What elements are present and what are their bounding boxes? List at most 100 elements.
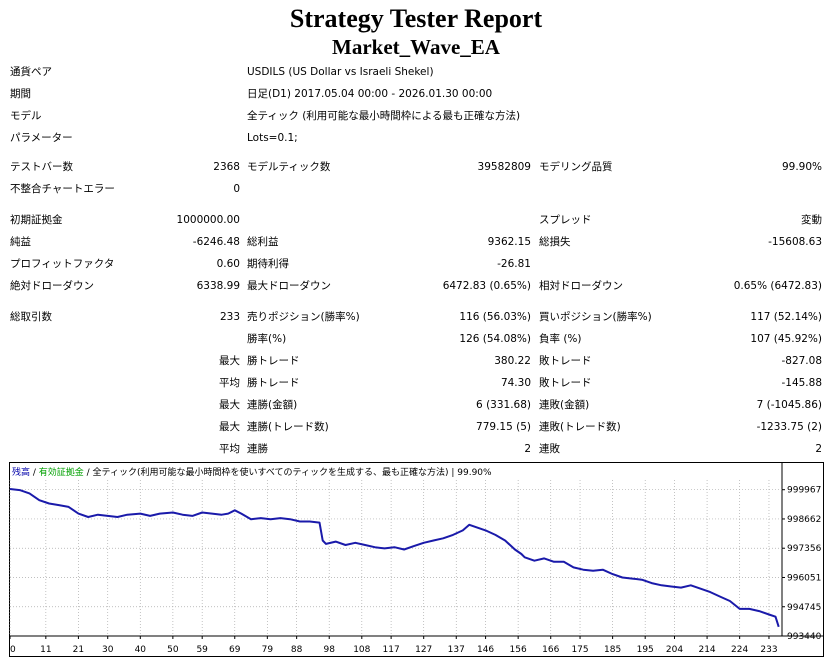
y-tick-label: 996051 (787, 573, 821, 583)
x-tick-label: 195 (637, 645, 654, 655)
x-tick-label: 98 (323, 645, 335, 655)
relative-drawdown-value: 0.65% (6472.83) (733, 280, 822, 292)
gross-profit-value: 9362.15 (487, 236, 531, 248)
long-positions-label: 買いポジション(勝率%) (539, 311, 652, 323)
max-consec-loss-label: 連敗(トレード数) (539, 421, 621, 433)
bars-tested-label: テストバー数 (10, 161, 73, 173)
profit-trades-value: 126 (54.08%) (459, 333, 531, 345)
ticks-modelled-label: モデルティック数 (247, 161, 331, 173)
x-tick-label: 127 (415, 645, 432, 655)
avg-consec-losses-value: 2 (815, 443, 822, 455)
y-tick-label: 993440 (787, 632, 822, 642)
maximal-drawdown-label: 最大ドローダウン (247, 280, 331, 292)
short-positions-value: 116 (56.03%) (459, 311, 531, 323)
absolute-drawdown-label: 絶対ドローダウン (10, 280, 94, 292)
x-tick-label: 166 (542, 645, 559, 655)
largest-profit-value: 380.22 (494, 355, 531, 367)
largest-loss-value: -827.08 (781, 355, 822, 367)
ticks-modelled-value: 39582809 (477, 161, 531, 173)
short-positions-label: 売りポジション(勝率%) (247, 311, 360, 323)
long-positions-value: 117 (52.14%) (750, 311, 822, 323)
max-consec-wins-label: 連勝(金額) (247, 399, 298, 411)
total-trades-value: 233 (219, 311, 240, 323)
initial-deposit-value: 1000000.00 (176, 214, 240, 226)
x-tick-label: 50 (167, 645, 179, 655)
loss-trades-label: 負率 (%) (539, 333, 582, 345)
maximal-drawdown-value: 6472.83 (0.65%) (442, 280, 531, 292)
x-tick-label: 175 (571, 645, 588, 655)
ea-name: Market_Wave_EA (332, 35, 500, 59)
chart-legend: 残高 / 有効証拠金 / 全ティック(利用可能な最小時間枠を使いすべてのティック… (12, 466, 492, 478)
model-label: モデル (10, 110, 42, 122)
net-profit-value: -6246.48 (192, 236, 240, 248)
max-consec-wins-value: 6 (331.68) (476, 399, 531, 411)
max-consec-prefix: 最大 (219, 399, 240, 411)
x-tick-label: 146 (477, 645, 494, 655)
mismatched-errors-label: 不整合チャートエラー (10, 183, 115, 195)
absolute-drawdown-value: 6338.99 (196, 280, 240, 292)
x-tick-label: 69 (229, 645, 241, 655)
period-value: 日足(D1) 2017.05.04 00:00 - 2026.01.30 00:… (247, 88, 493, 100)
profit-factor-value: 0.60 (216, 258, 240, 270)
balance-line (9, 488, 780, 628)
chart-legend-part-0: 残高 (12, 466, 30, 478)
average-loss-label: 敗トレード (539, 377, 592, 389)
balance-chart: 残高 / 有効証拠金 / 全ティック(利用可能な最小時間枠を使いすべてのティック… (9, 462, 824, 657)
x-tick-label: 108 (353, 645, 370, 655)
max-consec-losses-label: 連敗(金額) (539, 399, 590, 411)
largest-loss-label: 敗トレード (539, 355, 592, 367)
x-tick-label: 40 (135, 645, 147, 655)
x-tick-label: 30 (102, 645, 114, 655)
average-prefix: 平均 (219, 377, 240, 389)
gross-loss-label: 総損失 (539, 236, 571, 248)
avg-consec-prefix: 平均 (219, 443, 240, 455)
expected-payoff-label: 期待利得 (247, 258, 289, 270)
profit-trades-label: 勝率(%) (247, 333, 287, 345)
net-profit-label: 純益 (10, 236, 31, 248)
x-tick-label: 214 (698, 645, 715, 655)
initial-deposit-label: 初期証拠金 (10, 214, 63, 226)
avg-consec-losses-label: 連敗 (539, 443, 560, 455)
modelling-quality-label: モデリング品質 (539, 161, 613, 173)
x-tick-label: 11 (40, 645, 51, 655)
x-tick-label: 137 (448, 645, 465, 655)
max-consec-profit-prefix: 最大 (219, 421, 240, 433)
x-tick-label: 224 (731, 645, 748, 655)
largest-prefix: 最大 (219, 355, 240, 367)
x-tick-label: 117 (383, 645, 400, 655)
total-trades-label: 総取引数 (10, 311, 52, 323)
period-label: 期間 (10, 88, 31, 100)
modelling-quality-value: 99.90% (781, 161, 822, 173)
relative-drawdown-label: 相対ドローダウン (539, 280, 623, 292)
average-profit-label: 勝トレード (247, 377, 300, 389)
x-tick-label: 156 (510, 645, 527, 655)
x-tick-label: 88 (291, 645, 303, 655)
y-tick-label: 998662 (787, 515, 821, 525)
profit-factor-label: プロフィットファクタ (10, 258, 115, 270)
y-tick-label: 997356 (787, 544, 822, 554)
max-consec-profit-label: 連勝(トレード数) (247, 421, 329, 433)
x-tick-label: 59 (196, 645, 208, 655)
symbol-value: USDILS (US Dollar vs Israeli Shekel) (247, 66, 434, 78)
chart-legend-part-2: 有効証拠金 (39, 466, 84, 478)
avg-consec-wins-value: 2 (524, 443, 531, 455)
parameters-label: パラメーター (10, 132, 73, 144)
largest-profit-label: 勝トレード (247, 355, 300, 367)
max-consec-loss-value: -1233.75 (2) (756, 421, 822, 433)
bars-tested-value: 2368 (213, 161, 240, 173)
x-tick-label: 233 (760, 645, 777, 655)
spread-value: 変動 (801, 214, 822, 226)
chart-legend-part-1: / (30, 468, 39, 478)
avg-consec-wins-label: 連勝 (247, 443, 268, 455)
x-tick-label: 79 (262, 645, 274, 655)
symbol-label: 通貨ペア (10, 66, 52, 78)
max-consec-profit-value: 779.15 (5) (476, 421, 531, 433)
gross-loss-value: -15608.63 (768, 236, 822, 248)
max-consec-losses-value: 7 (-1045.86) (756, 399, 822, 411)
chart-frame (9, 462, 824, 657)
loss-trades-value: 107 (45.92%) (750, 333, 822, 345)
spread-label: スプレッド (539, 214, 592, 226)
chart-legend-part-3: / 全ティック(利用可能な最小時間枠を使いすべてのティックを生成する、最も正確な… (84, 466, 492, 478)
expected-payoff-value: -26.81 (497, 258, 531, 270)
average-loss-value: -145.88 (781, 377, 822, 389)
